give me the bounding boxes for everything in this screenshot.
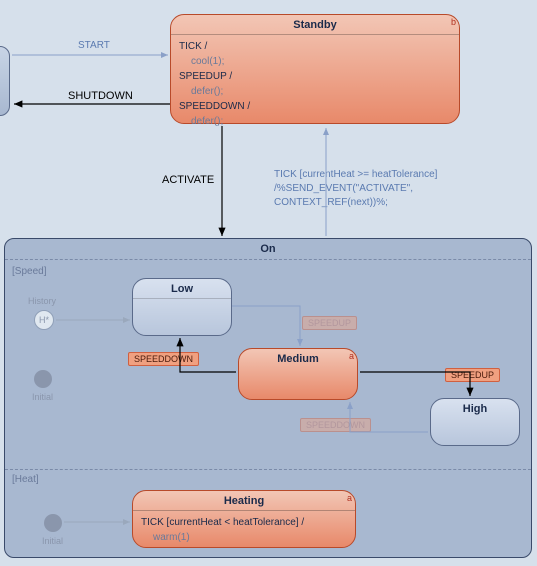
initial-heat[interactable] <box>44 514 62 532</box>
transition-start: START <box>78 40 110 51</box>
state-heating[interactable]: a Heating TICK [currentHeat < heatTolera… <box>132 490 356 548</box>
transition-speeddown-hm: SPEEDDOWN <box>300 418 371 432</box>
state-standby[interactable]: b Standby TICK / cool(1); SPEEDUP / defe… <box>170 14 460 124</box>
transition-speedup-lm: SPEEDUP <box>302 316 357 330</box>
initial-speed[interactable] <box>34 370 52 388</box>
history-pseudostate[interactable]: H* <box>34 310 54 330</box>
state-low-title: Low <box>133 279 231 299</box>
state-medium-title: Medium <box>239 349 357 368</box>
standby-line-2-action: defer(); <box>179 114 451 129</box>
standby-line-1-action: defer(); <box>179 84 451 99</box>
standby-line-0-action: cool(1); <box>179 54 451 69</box>
heating-body-trigger: TICK [currentHeat < heatTolerance] / <box>141 515 347 530</box>
standby-line-0-trigger: TICK / <box>179 39 451 54</box>
badge-heating: a <box>347 493 352 503</box>
region-speed-label: [Speed] <box>12 266 46 277</box>
transition-shutdown: SHUTDOWN <box>68 90 133 102</box>
state-standby-title: Standby <box>171 15 459 35</box>
state-standby-body: TICK / cool(1); SPEEDUP / defer(); SPEED… <box>171 35 459 133</box>
state-medium[interactable]: a Medium <box>238 348 358 400</box>
initial-speed-label: Initial <box>32 392 53 402</box>
standby-line-1-trigger: SPEEDUP / <box>179 69 451 84</box>
badge-standby: b <box>451 17 456 27</box>
badge-medium: a <box>349 351 354 361</box>
state-high-title: High <box>431 399 519 418</box>
transition-speeddown-ml: SPEEDDOWN <box>128 352 199 366</box>
region-heat-label: [Heat] <box>12 474 39 485</box>
entry-state[interactable] <box>0 46 10 116</box>
state-heating-title: Heating <box>133 491 355 511</box>
transition-tick-guard: TICK [currentHeat >= heatTolerance] /%SE… <box>274 168 437 210</box>
state-heating-body: TICK [currentHeat < heatTolerance] / war… <box>133 511 355 549</box>
state-high[interactable]: High <box>430 398 520 446</box>
state-on-title: On <box>5 239 531 260</box>
history-label: History <box>28 296 56 306</box>
region-divider <box>5 469 531 470</box>
transition-speedup-mh: SPEEDUP <box>445 368 500 382</box>
standby-line-2-trigger: SPEEDDOWN / <box>179 99 451 114</box>
heating-body-action: warm(1) <box>141 530 347 545</box>
state-low[interactable]: Low <box>132 278 232 336</box>
initial-heat-label: Initial <box>42 536 63 546</box>
transition-activate: ACTIVATE <box>162 174 214 186</box>
